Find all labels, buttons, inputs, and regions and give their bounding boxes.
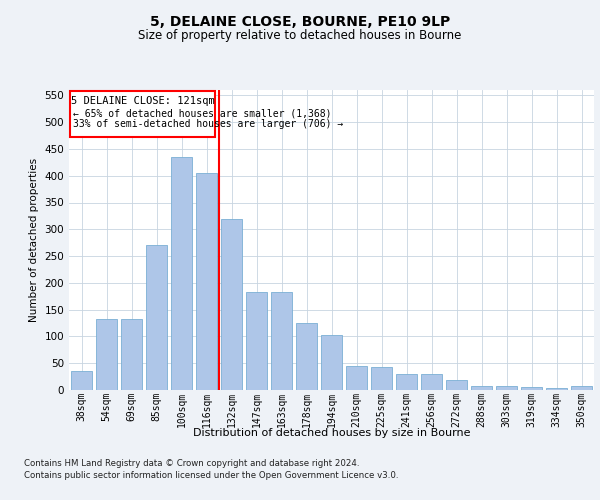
Bar bbox=[296, 323, 317, 390]
Bar bbox=[521, 388, 542, 390]
Bar bbox=[321, 335, 342, 390]
Bar bbox=[121, 319, 142, 390]
Text: Contains HM Land Registry data © Crown copyright and database right 2024.: Contains HM Land Registry data © Crown c… bbox=[24, 460, 359, 468]
Text: ← 65% of detached houses are smaller (1,368): ← 65% of detached houses are smaller (1,… bbox=[73, 108, 332, 118]
Bar bbox=[246, 292, 267, 390]
Bar bbox=[71, 371, 92, 390]
Text: Distribution of detached houses by size in Bourne: Distribution of detached houses by size … bbox=[193, 428, 470, 438]
Bar bbox=[196, 173, 217, 390]
Bar bbox=[221, 218, 242, 390]
Text: 5 DELAINE CLOSE: 121sqm: 5 DELAINE CLOSE: 121sqm bbox=[71, 96, 215, 106]
Bar bbox=[396, 374, 417, 390]
Bar bbox=[346, 366, 367, 390]
Bar bbox=[421, 374, 442, 390]
Bar bbox=[571, 386, 592, 390]
Bar bbox=[496, 386, 517, 390]
Text: Contains public sector information licensed under the Open Government Licence v3: Contains public sector information licen… bbox=[24, 470, 398, 480]
Bar bbox=[171, 157, 192, 390]
Bar bbox=[146, 246, 167, 390]
Bar bbox=[446, 380, 467, 390]
Bar bbox=[371, 367, 392, 390]
FancyBboxPatch shape bbox=[70, 91, 215, 137]
Text: 5, DELAINE CLOSE, BOURNE, PE10 9LP: 5, DELAINE CLOSE, BOURNE, PE10 9LP bbox=[150, 16, 450, 30]
Text: 33% of semi-detached houses are larger (706) →: 33% of semi-detached houses are larger (… bbox=[73, 120, 343, 130]
Bar bbox=[96, 319, 117, 390]
Bar bbox=[546, 388, 567, 390]
Text: Size of property relative to detached houses in Bourne: Size of property relative to detached ho… bbox=[139, 28, 461, 42]
Y-axis label: Number of detached properties: Number of detached properties bbox=[29, 158, 39, 322]
Bar bbox=[271, 292, 292, 390]
Bar bbox=[471, 386, 492, 390]
